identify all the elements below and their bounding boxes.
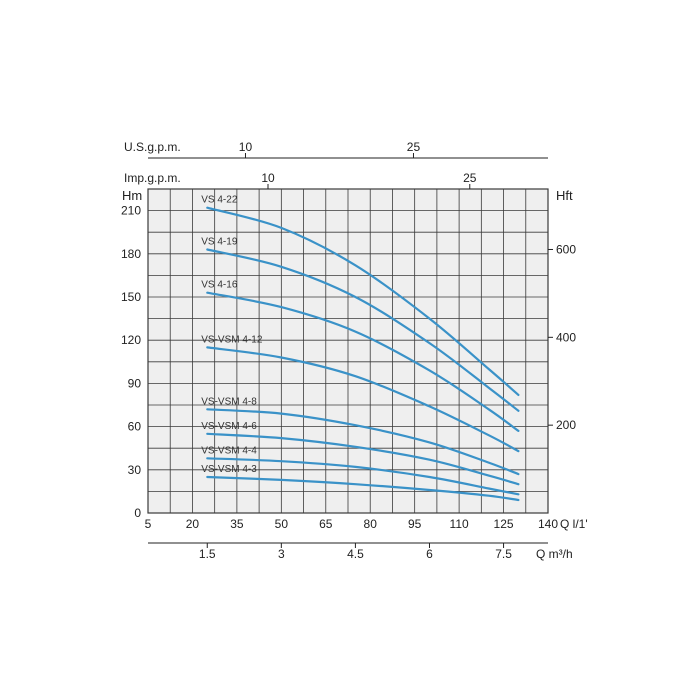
curve-vs-vsm-4-4 — [206, 457, 520, 496]
x-tick-label: 140 — [538, 517, 558, 531]
x-tick-label: 125 — [494, 517, 514, 531]
curve-vs-vsm-4-8 — [206, 408, 520, 476]
hft-tick-label: 200 — [556, 418, 576, 432]
curve-label: VS 4-22 — [201, 195, 238, 206]
y-tick-label: 90 — [128, 376, 142, 390]
curves: VS 4-22 VS 4-19 VS 4-16 VS-VSM 4-12 VS-VSM 4… — [201, 195, 520, 502]
curve-label: VS 4-19 — [201, 236, 238, 247]
curve-vs-vsm-4-12 — [206, 346, 520, 453]
curve-label: VS-VSM 4-4 — [201, 445, 257, 456]
x-tick-label: 5 — [145, 517, 152, 531]
curve-label: VS-VSM 4-3 — [201, 464, 257, 475]
curve-vs-4-22 — [206, 206, 520, 396]
grid — [148, 189, 548, 513]
curve-label: VS 4-16 — [201, 280, 238, 291]
y-tick-label: 210 — [121, 204, 141, 218]
curve-label: VS-VSM 4-8 — [201, 396, 257, 407]
y-tick-label: 30 — [128, 463, 142, 477]
x-tick-label: 35 — [230, 517, 244, 531]
plot-frame — [147, 188, 549, 514]
hft-tick-label: 600 — [556, 242, 576, 256]
y-tick-label: 0 — [134, 506, 141, 520]
curve-vs-4-16 — [206, 291, 520, 432]
x-tick-label: 65 — [319, 517, 333, 531]
usgpm-tick-label: 10 — [239, 140, 253, 154]
usgpm-tick-label: 25 — [407, 140, 421, 154]
usgpm-label: U.S.g.p.m. — [124, 140, 181, 154]
x-tick-label: 20 — [186, 517, 200, 531]
x-tick-label: 110 — [450, 517, 469, 531]
impgpm-tick-label: 10 — [261, 171, 275, 185]
y-tick-label: 180 — [121, 247, 141, 261]
curve-vs-4-19 — [206, 248, 520, 412]
m3h-tick-label: 6 — [426, 547, 433, 561]
x-tick-label: 95 — [408, 517, 422, 531]
curve-label: VS-VSM 4-12 — [201, 334, 263, 345]
y-left-label: Hm — [122, 188, 142, 203]
curve-vs-vsm-4-3 — [206, 475, 520, 502]
x-tick-label: 50 — [275, 517, 289, 531]
m3h-tick-label: 4.5 — [347, 547, 364, 561]
curve-label: VS-VSM 4-6 — [201, 421, 257, 432]
y-tick-label: 60 — [128, 420, 142, 434]
curve-vs-vsm-4-6 — [206, 432, 520, 486]
x-unit-label: Q l/1' — [560, 517, 588, 531]
y-tick-label: 150 — [121, 290, 141, 304]
m3h-tick-label: 1.5 — [199, 547, 216, 561]
y-right-label: Hft — [556, 188, 573, 203]
axes: 5 20 35 50 65 80 95 110 125 140 Q l/1' 1.5 3 4.5 6 7.5 Q… — [121, 140, 588, 561]
x-tick-label: 80 — [364, 517, 378, 531]
impgpm-tick-label: 25 — [463, 171, 477, 185]
m3h-unit-label: Q m³/h — [536, 547, 573, 561]
m3h-tick-label: 3 — [278, 547, 285, 561]
y-tick-label: 120 — [121, 333, 141, 347]
m3h-tick-label: 7.5 — [495, 547, 512, 561]
hft-tick-label: 400 — [556, 330, 576, 344]
impgpm-label: Imp.g.p.m. — [124, 171, 181, 185]
